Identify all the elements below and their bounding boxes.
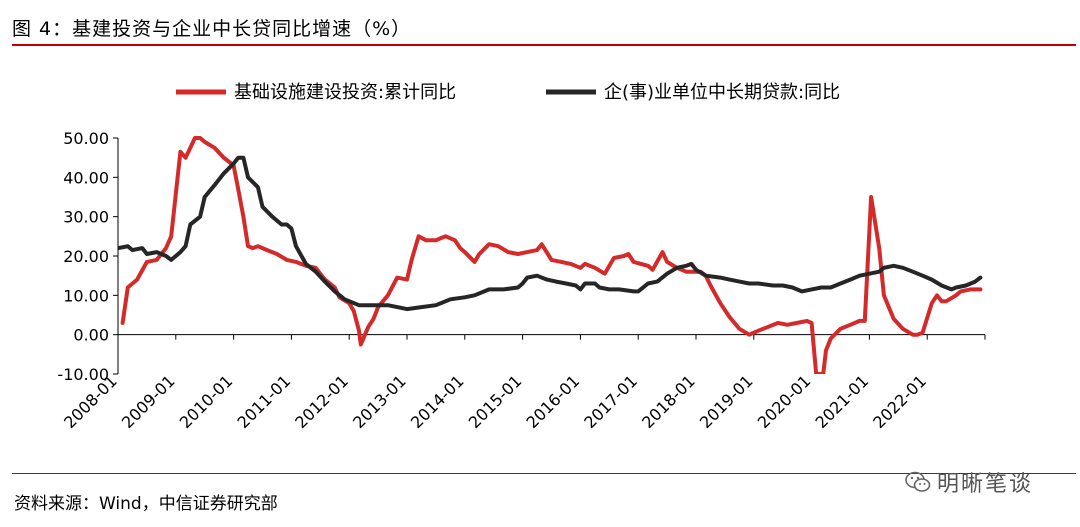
watermark: 明晰笔谈 — [905, 467, 1065, 497]
legend: 基础设施建设投资:累计同比 企(事)业单位中长期贷款:同比 — [176, 82, 840, 103]
series-layer — [118, 136, 983, 374]
x-tick-label: 2022-01 — [869, 371, 930, 432]
y-tick-label: 10.00 — [63, 286, 109, 305]
y-tick-label: 20.00 — [63, 247, 109, 266]
y-axis: 50.00 40.00 30.00 20.00 10.00 0.00 -10.00 — [57, 129, 119, 384]
y-tick-label: 0.00 — [73, 326, 109, 345]
x-tick-label: 2018-01 — [638, 371, 699, 432]
footer-divider — [12, 473, 1076, 474]
x-tick-label: 2020-01 — [754, 371, 815, 432]
y-tick-label: 50.00 — [63, 129, 109, 148]
y-tick-label: -10.00 — [57, 365, 109, 384]
figure-title: 图 4：基建投资与企业中长贷同比增速（%） — [12, 18, 412, 40]
x-tick-label: 2009-01 — [118, 371, 179, 432]
x-tick-label: 2017-01 — [580, 371, 641, 432]
source-note: 资料来源：Wind，中信证券研究部 — [14, 494, 278, 514]
x-tick-label: 2012-01 — [291, 371, 352, 432]
series-line-infrastructure — [120, 136, 983, 374]
x-tick-label: 2021-01 — [812, 371, 873, 432]
y-tick-label: 30.00 — [63, 208, 109, 227]
x-axis: 2008-012009-012010-012011-012012-012013-… — [60, 334, 986, 432]
y-tick-label: 40.00 — [63, 168, 109, 187]
x-tick-label: 2010-01 — [176, 371, 237, 432]
watermark-text: 明晰笔谈 — [937, 472, 1034, 497]
title-divider — [12, 44, 1076, 46]
legend-label-loans: 企(事)业单位中长期贷款:同比 — [604, 82, 840, 103]
x-tick-label: 2015-01 — [465, 371, 526, 432]
series-line-medium-long-loans — [118, 155, 983, 312]
x-tick-label: 2016-01 — [523, 371, 584, 432]
line-chart: 基础设施建设投资:累计同比 企(事)业单位中长期贷款:同比 50.00 40.00… — [57, 82, 986, 432]
wechat-icon — [905, 471, 931, 492]
x-tick-label: 2014-01 — [407, 371, 468, 432]
legend-label-infra: 基础设施建设投资:累计同比 — [234, 82, 456, 103]
x-tick-label: 2019-01 — [696, 371, 757, 432]
x-tick-label: 2011-01 — [234, 371, 295, 432]
x-tick-label: 2013-01 — [349, 371, 410, 432]
